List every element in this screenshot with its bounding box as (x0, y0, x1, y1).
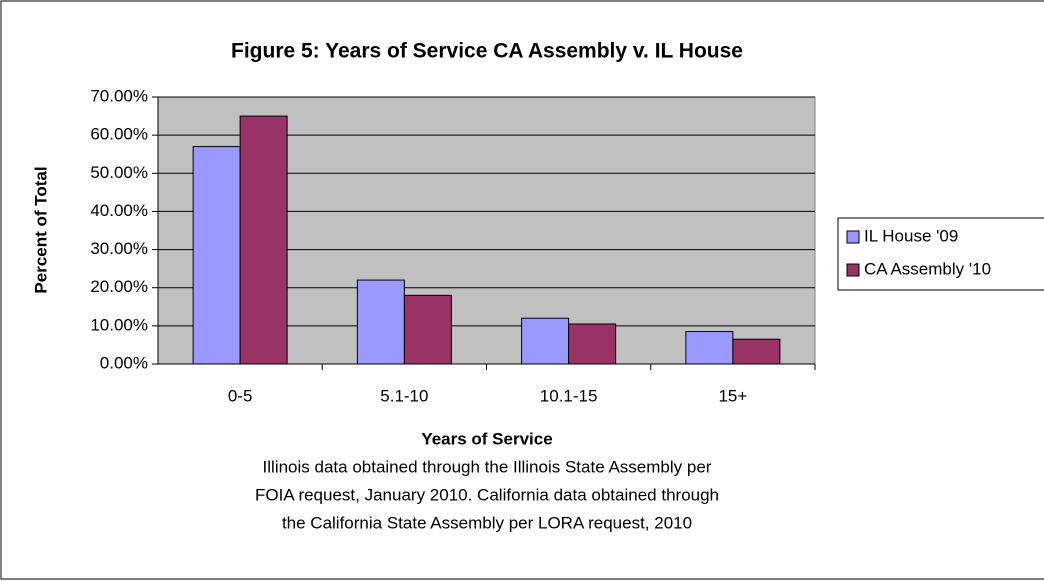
bar (356, 279, 405, 365)
y-tick-label: 60.00% (90, 125, 148, 144)
y-tick-label: 30.00% (90, 239, 148, 258)
y-tick-label: 70.00% (90, 86, 148, 105)
y-axis-label: Percent of Total (31, 166, 50, 293)
y-tick-label: 50.00% (90, 163, 148, 182)
legend-box (837, 217, 1044, 291)
bar (239, 115, 288, 365)
x-axis-label: Years of Service (421, 429, 552, 448)
bar (732, 338, 781, 365)
bar (403, 294, 452, 365)
legend-label: IL House '09 (864, 226, 958, 245)
annotation: Illinois data obtained through the Illin… (263, 457, 712, 476)
bar (568, 323, 617, 365)
annotation: FOIA request, January 2010. California d… (255, 485, 719, 504)
y-tick-label: 20.00% (90, 277, 148, 296)
x-tick-label: 10.1-15 (540, 386, 598, 405)
bar (685, 331, 734, 365)
y-tick-label: 40.00% (90, 201, 148, 220)
x-tick-label: 5.1-10 (380, 386, 428, 405)
y-tick-label: 0.00% (100, 353, 148, 372)
bar (521, 317, 570, 365)
bar (192, 146, 241, 365)
x-tick-label: 0-5 (228, 386, 253, 405)
legend-swatch (846, 230, 860, 244)
annotation: the California State Assembly per LORA r… (282, 513, 692, 532)
y-tick-label: 10.00% (90, 315, 148, 334)
legend-swatch (846, 263, 860, 277)
chart-title: Figure 5: Years of Service CA Assembly v… (231, 40, 743, 63)
x-tick-label: 15+ (718, 386, 747, 405)
legend-label: CA Assembly '10 (864, 259, 991, 278)
